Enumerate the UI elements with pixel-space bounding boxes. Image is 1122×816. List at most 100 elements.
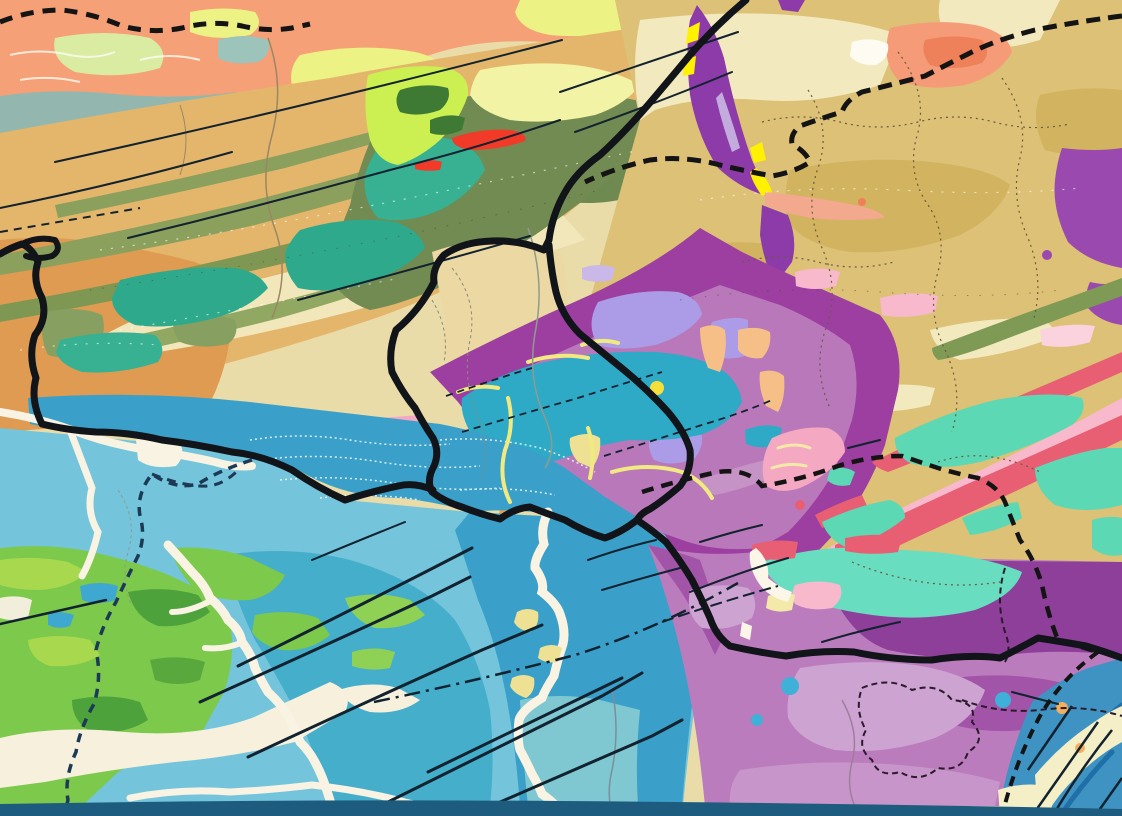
geology-unit-intrusion — [415, 160, 442, 171]
geology-unit — [56, 332, 163, 373]
river — [163, 540, 340, 816]
layer-admin-boundaries — [741, 51, 1122, 779]
geology-dot — [650, 381, 664, 395]
lake — [751, 714, 763, 726]
river-thin — [265, 37, 283, 319]
geology-unit — [686, 22, 700, 44]
geology-unit — [738, 327, 771, 359]
geology-unit — [461, 351, 742, 464]
fault-line — [54, 39, 563, 163]
fault-line — [246, 623, 544, 759]
river-thin — [431, 267, 486, 479]
fault-line — [559, 31, 739, 133]
admin-boundary-dashed — [857, 681, 980, 779]
layer-national-border — [0, 0, 1122, 664]
geology-unit — [1040, 324, 1095, 347]
river-squiggle — [770, 443, 812, 470]
fault-line — [236, 546, 474, 668]
geology-unit — [687, 5, 768, 196]
geology-unit — [28, 636, 100, 667]
country-border-dashed — [641, 453, 1099, 655]
geology-unit — [28, 394, 637, 519]
geology-dot — [795, 500, 805, 510]
river-vein — [456, 338, 714, 504]
fault-line — [1026, 705, 1122, 816]
geology-unit — [582, 265, 615, 282]
geology-unit — [352, 648, 395, 670]
geology-unit — [923, 36, 987, 69]
geology-unit — [218, 36, 269, 64]
national-border — [387, 0, 1122, 664]
fault-line — [587, 524, 901, 643]
geology-unit — [591, 291, 702, 349]
geology-unit — [850, 39, 889, 66]
geology-unit — [470, 63, 640, 122]
geology-unit — [510, 675, 535, 698]
geology-unit — [740, 622, 752, 640]
geology-unit — [962, 502, 1022, 535]
geology-dot — [858, 198, 866, 206]
fault-line — [127, 119, 561, 239]
geology-unit — [792, 581, 842, 610]
fault-line — [0, 598, 108, 626]
geology-unit — [700, 325, 726, 372]
geology-unit-intrusion — [452, 129, 526, 150]
geology-unit — [170, 547, 285, 601]
geology-unit — [752, 540, 798, 560]
geology-unit — [762, 427, 845, 491]
lake — [80, 583, 118, 603]
country-border-dashed — [1000, 650, 1100, 816]
geology-unit — [1035, 448, 1122, 510]
lake — [48, 612, 74, 628]
fault-line — [373, 581, 739, 704]
layer-corner-mountains — [998, 658, 1122, 816]
geology-unit — [0, 682, 348, 788]
fold-ribbon — [90, 262, 415, 360]
river-thin — [841, 699, 859, 813]
geology-unit — [1036, 88, 1122, 155]
geology-unit — [749, 548, 792, 602]
geology-unit — [894, 394, 1084, 467]
fault-line — [0, 207, 141, 233]
geology-unit — [1054, 148, 1122, 268]
river — [513, 507, 569, 816]
national-border — [0, 240, 437, 504]
river-thin — [527, 227, 553, 469]
river-squiggle — [9, 50, 201, 83]
geology-unit — [112, 267, 268, 327]
geology-unit — [765, 192, 885, 220]
layer-dashed-borders — [0, 7, 1122, 816]
map-edge-bar — [0, 800, 1122, 816]
geology-unit — [396, 85, 449, 115]
fault-line — [311, 521, 406, 561]
admin-boundary-dotted — [761, 116, 1071, 129]
geology-unit — [72, 696, 148, 733]
country-border-dashed — [583, 13, 1122, 185]
fault-line — [0, 151, 233, 209]
layer-speckles — [19, 149, 1081, 351]
fault-line — [198, 575, 472, 704]
geology-unit — [1035, 706, 1122, 816]
fault-line — [386, 671, 644, 804]
fault-line — [661, 585, 779, 623]
speckle-texture — [89, 189, 1061, 301]
layer-mountain-belt — [56, 63, 660, 373]
river-thin — [117, 489, 133, 607]
admin-boundary-dotted — [807, 89, 833, 409]
geology-unit — [700, 458, 782, 495]
admin-boundary-dotted — [897, 51, 958, 433]
admin-boundary-dotted — [741, 256, 1041, 586]
country-border-dashed — [0, 7, 311, 34]
geology-unit — [880, 293, 938, 317]
geology-unit — [538, 645, 562, 663]
geology-unit — [750, 142, 766, 163]
region-border-dashed — [62, 458, 253, 816]
geology-dot — [1042, 250, 1052, 260]
geology-unit — [514, 609, 539, 632]
geology-unit — [1092, 516, 1122, 556]
geology-unit — [845, 534, 902, 554]
geology-unit — [252, 612, 330, 651]
region-border-dashed — [151, 466, 242, 488]
